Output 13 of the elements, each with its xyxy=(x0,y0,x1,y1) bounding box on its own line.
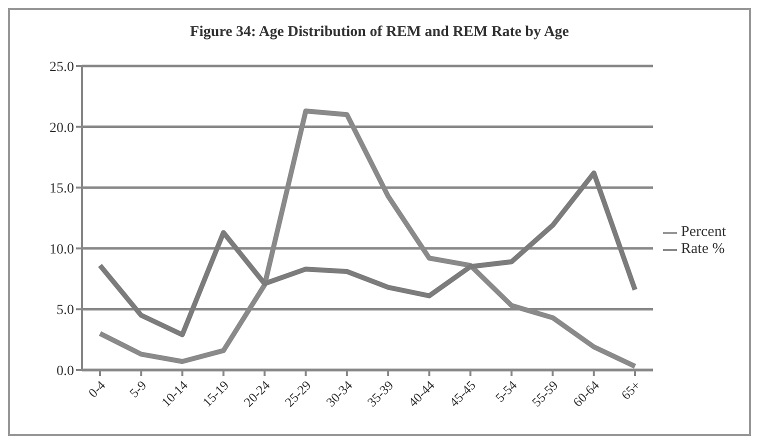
x-tick-label: 65+ xyxy=(618,378,644,403)
y-tick-label: 10.0 xyxy=(50,242,74,258)
y-tick-label: 25.0 xyxy=(50,60,74,75)
y-tick-label: 0.0 xyxy=(56,364,74,379)
y-tick-label: 20.0 xyxy=(50,120,74,136)
legend-label: Percent xyxy=(681,224,726,240)
chart-title: Figure 34: Age Distribution of REM and REM Rate by Age xyxy=(189,24,570,41)
legend-label: Rate % xyxy=(681,241,725,257)
y-tick-label: 5.0 xyxy=(56,303,74,318)
x-tick-label: 5-54 xyxy=(492,377,520,405)
x-tick-label: 0-4 xyxy=(85,377,108,400)
y-tick-label: 15.0 xyxy=(50,182,74,197)
x-tick-label: 5-9 xyxy=(126,378,150,400)
